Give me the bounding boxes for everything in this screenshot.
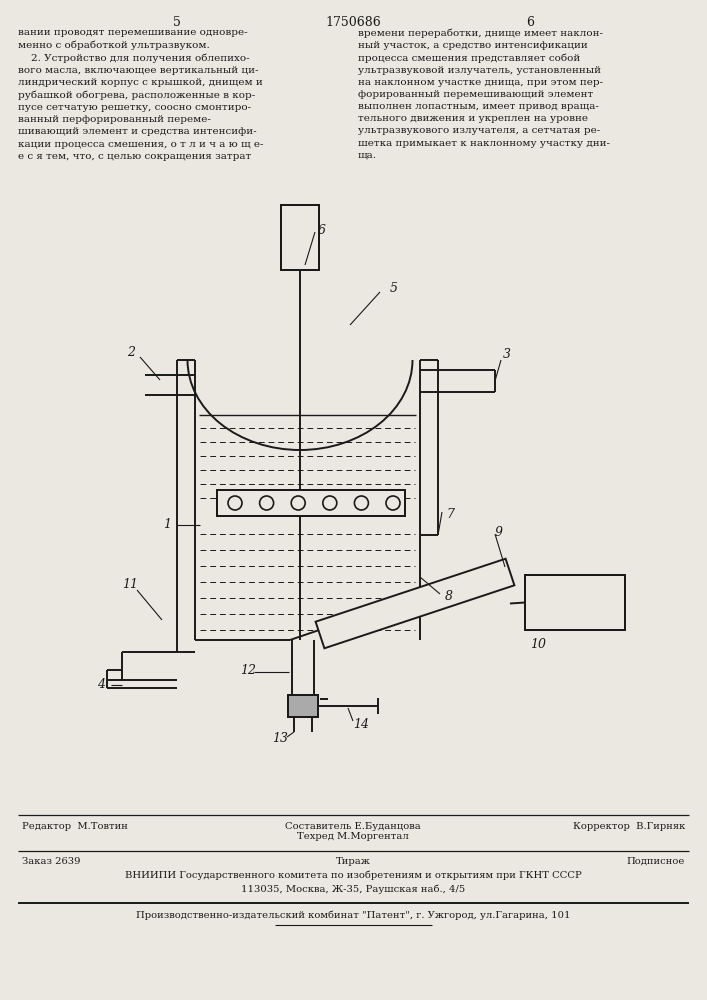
- Text: вании проводят перемешивание одновре-
менно с обработкой ультразвуком.
    2. Ус: вании проводят перемешивание одновре- ме…: [18, 28, 264, 161]
- Bar: [217, 490, 405, 516]
- Text: 6: 6: [526, 16, 534, 29]
- Text: времени переработки, днище имеет наклон-
ный участок, а средство интенсификации
: времени переработки, днище имеет наклон-…: [358, 28, 610, 160]
- Text: 113035, Москва, Ж-35, Раушская наб., 4/5: 113035, Москва, Ж-35, Раушская наб., 4/5: [241, 884, 465, 894]
- Text: Тираж: Тираж: [336, 857, 370, 866]
- Text: Заказ 2639: Заказ 2639: [22, 857, 81, 866]
- Text: 8: 8: [445, 590, 453, 603]
- Polygon shape: [315, 559, 515, 648]
- Text: Подписное: Подписное: [626, 857, 685, 866]
- Text: 3: 3: [503, 349, 511, 361]
- Bar: [525, 575, 625, 630]
- Text: 10: 10: [530, 638, 546, 650]
- Text: 1: 1: [163, 518, 171, 532]
- Text: 14: 14: [353, 718, 369, 730]
- Text: 4: 4: [97, 678, 105, 692]
- Text: 5: 5: [173, 16, 181, 29]
- Text: Составитель Е.Буданцова
Техред М.Моргентал: Составитель Е.Буданцова Техред М.Моргент…: [285, 822, 421, 841]
- Text: 9: 9: [495, 526, 503, 538]
- Text: 1750686: 1750686: [325, 16, 381, 29]
- Text: 11: 11: [122, 578, 138, 591]
- Text: Корректор  В.Гирняк: Корректор В.Гирняк: [573, 822, 685, 831]
- Text: 7: 7: [446, 508, 454, 522]
- Bar: [281, 205, 319, 270]
- Text: 6: 6: [318, 224, 326, 236]
- Text: 13: 13: [272, 732, 288, 746]
- Bar: [288, 695, 318, 717]
- Text: Редактор  М.Товтин: Редактор М.Товтин: [22, 822, 128, 831]
- Bar: [525, 575, 625, 630]
- Bar: [288, 695, 318, 717]
- Text: 5: 5: [390, 282, 398, 294]
- Text: 2: 2: [127, 347, 135, 360]
- Text: 12: 12: [240, 664, 256, 676]
- Text: ВНИИПИ Государственного комитета по изобретениям и открытиям при ГКНТ СССР: ВНИИПИ Государственного комитета по изоб…: [124, 871, 581, 880]
- Bar: [217, 490, 405, 516]
- Bar: [281, 205, 319, 270]
- Text: Производственно-издательский комбинат "Патент", г. Ужгород, ул.Гагарина, 101: Производственно-издательский комбинат "П…: [136, 911, 571, 920]
